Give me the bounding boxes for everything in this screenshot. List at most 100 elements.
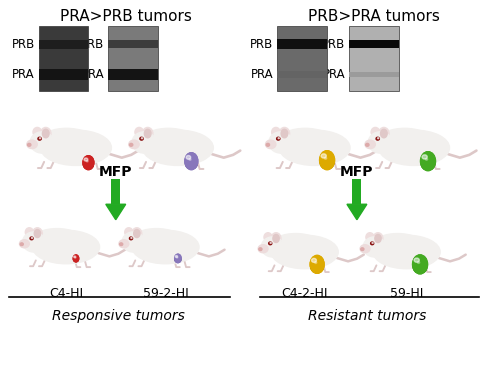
- Ellipse shape: [73, 255, 78, 262]
- Ellipse shape: [278, 138, 280, 139]
- Ellipse shape: [271, 233, 281, 244]
- Ellipse shape: [144, 128, 194, 150]
- Bar: [108, 41, 158, 48]
- Ellipse shape: [258, 245, 268, 253]
- Ellipse shape: [74, 256, 76, 258]
- Ellipse shape: [365, 140, 376, 149]
- Ellipse shape: [366, 143, 369, 146]
- Ellipse shape: [28, 143, 31, 146]
- Bar: [278, 39, 327, 49]
- Ellipse shape: [40, 130, 112, 165]
- Ellipse shape: [174, 254, 181, 263]
- Text: C4-HI: C4-HI: [49, 287, 83, 300]
- Ellipse shape: [259, 248, 262, 250]
- Ellipse shape: [320, 151, 334, 170]
- Text: PRB>PRA tumors: PRB>PRA tumors: [308, 9, 440, 24]
- Ellipse shape: [185, 153, 198, 170]
- Ellipse shape: [420, 152, 436, 170]
- Ellipse shape: [378, 138, 379, 139]
- Ellipse shape: [281, 129, 287, 138]
- Ellipse shape: [270, 242, 271, 243]
- Ellipse shape: [84, 165, 93, 167]
- Ellipse shape: [412, 255, 428, 274]
- Ellipse shape: [42, 129, 49, 138]
- Ellipse shape: [375, 234, 381, 242]
- Ellipse shape: [83, 156, 94, 170]
- Text: Responsive tumors: Responsive tumors: [52, 309, 184, 323]
- Ellipse shape: [273, 234, 279, 242]
- Ellipse shape: [32, 230, 100, 264]
- Ellipse shape: [422, 155, 428, 159]
- Ellipse shape: [185, 153, 198, 170]
- Ellipse shape: [310, 255, 324, 273]
- Ellipse shape: [418, 262, 420, 264]
- Ellipse shape: [321, 163, 333, 166]
- Ellipse shape: [74, 260, 78, 261]
- Text: PRA: PRA: [323, 68, 345, 81]
- Ellipse shape: [321, 154, 326, 158]
- Ellipse shape: [177, 257, 178, 258]
- Ellipse shape: [30, 132, 54, 153]
- Ellipse shape: [132, 230, 199, 264]
- Ellipse shape: [186, 155, 190, 159]
- Bar: [38, 26, 88, 91]
- Ellipse shape: [26, 228, 34, 237]
- Ellipse shape: [414, 268, 426, 271]
- Ellipse shape: [320, 157, 334, 169]
- Ellipse shape: [370, 242, 374, 245]
- Ellipse shape: [140, 137, 143, 140]
- Polygon shape: [106, 204, 126, 220]
- Ellipse shape: [380, 128, 430, 150]
- Ellipse shape: [314, 262, 317, 264]
- Ellipse shape: [374, 234, 421, 254]
- Text: PRB: PRB: [81, 38, 104, 51]
- Ellipse shape: [22, 232, 45, 252]
- Ellipse shape: [371, 127, 380, 137]
- Text: 59-HI: 59-HI: [390, 287, 424, 300]
- Text: C4-2-HI: C4-2-HI: [282, 287, 328, 300]
- Ellipse shape: [176, 260, 180, 261]
- Ellipse shape: [312, 267, 322, 270]
- Ellipse shape: [122, 232, 144, 252]
- Ellipse shape: [422, 164, 434, 168]
- Ellipse shape: [312, 258, 316, 262]
- Ellipse shape: [272, 127, 280, 137]
- Ellipse shape: [414, 262, 427, 273]
- Ellipse shape: [74, 257, 78, 262]
- Text: PRA: PRA: [250, 68, 274, 81]
- Ellipse shape: [84, 158, 88, 161]
- Ellipse shape: [264, 233, 272, 242]
- Ellipse shape: [373, 235, 440, 269]
- Text: Resistant tumors: Resistant tumors: [308, 309, 426, 323]
- Ellipse shape: [42, 128, 92, 150]
- Ellipse shape: [276, 137, 280, 140]
- Ellipse shape: [272, 234, 319, 254]
- Text: PRB: PRB: [322, 38, 345, 51]
- Ellipse shape: [422, 158, 434, 170]
- Ellipse shape: [175, 257, 181, 262]
- Bar: [108, 26, 158, 91]
- Ellipse shape: [414, 258, 420, 262]
- Ellipse shape: [27, 140, 37, 149]
- Ellipse shape: [132, 228, 142, 239]
- Ellipse shape: [189, 159, 191, 160]
- Text: MFP: MFP: [99, 165, 132, 179]
- Ellipse shape: [279, 127, 289, 140]
- Ellipse shape: [280, 128, 330, 150]
- Bar: [38, 40, 88, 49]
- Polygon shape: [347, 204, 367, 220]
- Ellipse shape: [40, 127, 51, 140]
- Ellipse shape: [186, 159, 197, 169]
- Ellipse shape: [142, 127, 153, 140]
- Ellipse shape: [73, 255, 78, 262]
- Ellipse shape: [38, 137, 42, 140]
- Ellipse shape: [366, 233, 374, 242]
- Ellipse shape: [30, 237, 33, 240]
- Ellipse shape: [420, 152, 436, 170]
- Text: PRA: PRA: [12, 68, 34, 81]
- Text: PRB: PRB: [12, 38, 34, 51]
- Ellipse shape: [34, 228, 80, 249]
- Ellipse shape: [86, 161, 88, 162]
- Bar: [350, 72, 399, 77]
- Ellipse shape: [269, 132, 292, 153]
